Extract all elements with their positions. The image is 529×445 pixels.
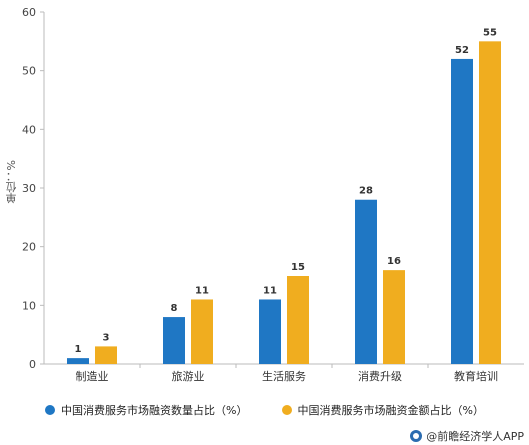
y-axis-label: 单位：% xyxy=(5,160,18,204)
y-tick-label: 50 xyxy=(22,65,36,78)
data-label-series-1: 55 xyxy=(483,27,497,38)
legend-item-count: 中国消费服务市场融资数量占比（%） xyxy=(45,400,248,420)
data-label-series-1: 16 xyxy=(387,256,401,267)
bar-series-1 xyxy=(287,276,309,364)
y-tick-label: 60 xyxy=(22,6,36,19)
data-label-series-0: 52 xyxy=(455,45,469,56)
bar-series-1 xyxy=(191,299,213,364)
bar-series-0 xyxy=(451,58,473,364)
bar-series-0 xyxy=(355,199,377,364)
legend-dot-count xyxy=(45,405,56,415)
bar-series-1 xyxy=(383,270,405,364)
value-labels: 1 3 8 11 11 15 28 16 52 55 xyxy=(75,27,497,355)
x-tick-label: 生活服务 xyxy=(262,369,306,383)
legend-dot-amount xyxy=(281,405,292,415)
legend-item-amount: 中国消费服务市场融资金额占比（%） xyxy=(281,400,484,420)
data-label-series-1: 15 xyxy=(291,262,305,273)
data-label-series-0: 1 xyxy=(75,344,82,355)
bar-series-1 xyxy=(95,346,117,364)
y-tick-label: 10 xyxy=(22,299,36,312)
data-label-series-0: 11 xyxy=(263,285,277,296)
x-tick-label: 教育培训 xyxy=(454,369,498,383)
data-label-series-1: 3 xyxy=(103,332,110,343)
y-tick-label: 0 xyxy=(29,358,36,371)
x-tick-label: 制造业 xyxy=(76,369,109,383)
bar-series-0 xyxy=(259,299,281,364)
legend-label-count: 中国消费服务市场融资数量占比（%） xyxy=(61,404,248,417)
data-label-series-0: 28 xyxy=(359,186,373,197)
x-axis-ticks: 制造业 旅游业 生活服务 消费升级 教育培训 xyxy=(76,364,498,383)
bar-series-0 xyxy=(163,317,185,364)
source-footer: @前瞻经济学人APP xyxy=(0,428,524,444)
y-tick-label: 20 xyxy=(22,241,36,254)
bar-series-0 xyxy=(67,358,89,364)
x-tick-label: 消费升级 xyxy=(358,369,402,383)
x-tick-label: 旅游业 xyxy=(172,369,205,383)
legend-label-amount: 中国消费服务市场融资金额占比（%） xyxy=(297,404,484,417)
chart-bars xyxy=(67,41,501,364)
legend: 中国消费服务市场融资数量占比（%） 中国消费服务市场融资金额占比（%） xyxy=(0,400,529,420)
bar-series-1 xyxy=(479,41,501,364)
data-label-series-1: 11 xyxy=(195,285,209,296)
y-axis-ticks: 0 10 20 30 40 50 60 xyxy=(22,6,44,371)
y-tick-label: 40 xyxy=(22,123,36,136)
brand-logo-icon xyxy=(410,430,423,442)
y-tick-label: 30 xyxy=(22,182,36,195)
source-text: @前瞻经济学人APP xyxy=(426,430,524,443)
bar-chart: 0 10 20 30 40 50 60 1 3 8 11 11 15 28 16 52 55 制造业 旅游业 生活… xyxy=(22,6,524,383)
data-label-series-0: 8 xyxy=(171,303,178,314)
